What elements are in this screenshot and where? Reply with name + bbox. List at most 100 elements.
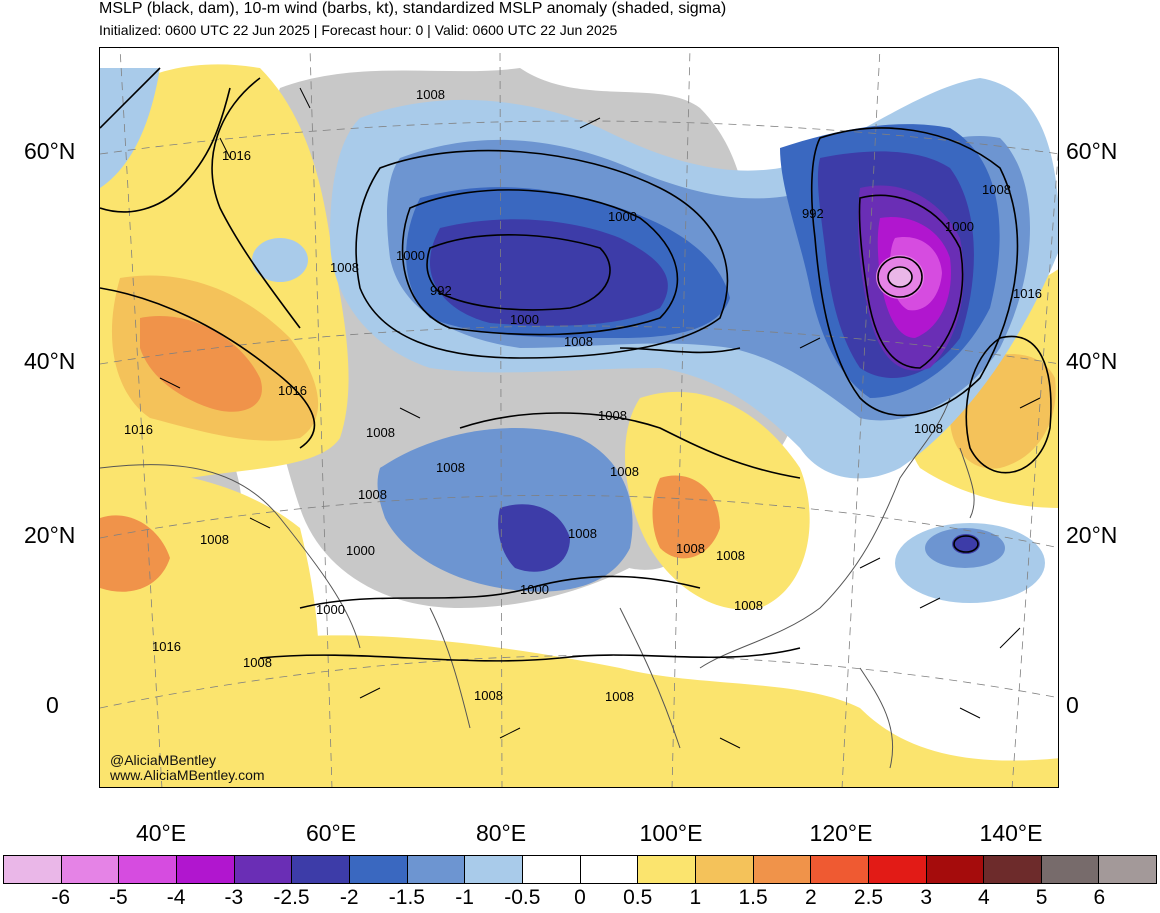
contour-label: 1000 [510, 312, 539, 327]
lon-label: 40°E [135, 820, 187, 846]
lat-label-right: 60°N [1066, 138, 1118, 164]
coastlines [100, 397, 975, 769]
lon-label: 100°E [639, 820, 703, 846]
contour-label: 1008 [243, 655, 272, 670]
colorbar-segment [753, 856, 812, 883]
contour-label: 1000 [945, 219, 974, 234]
colorbar-label: -5 [109, 886, 128, 909]
contour-label: 1008 [734, 598, 763, 613]
colorbar [3, 855, 1157, 884]
negative-anomaly-area [952, 534, 980, 554]
colorbar-segment [638, 856, 696, 883]
colorbar-segment [695, 856, 754, 883]
lat-label-right: 0 [1066, 692, 1079, 718]
isobars [100, 67, 1052, 662]
orange-anomaly-area [652, 475, 720, 559]
contour-label: 1008 [436, 460, 465, 475]
wind-barbs [159, 87, 1041, 749]
colorbar-segment [349, 856, 408, 883]
colorbar-segment [465, 856, 523, 883]
contour-label: 1008 [568, 526, 597, 541]
lat-label-left: 0 [46, 692, 59, 718]
contour-label: 1008 [564, 334, 593, 349]
lon-label: 60°E [305, 820, 357, 846]
contour-label: 992 [430, 283, 452, 298]
colorbar-segment [868, 856, 927, 883]
colorbar-label: 2.5 [853, 886, 884, 909]
contour-label: 1008 [598, 408, 627, 423]
negative-anomaly-area [498, 504, 570, 572]
lat-label-left: 60°N [24, 138, 76, 164]
colorbar-segment [61, 856, 120, 883]
colorbar-segment [176, 856, 235, 883]
contour-label: 1008 [474, 688, 503, 703]
credit-handle: @AliciaMBentley [110, 752, 217, 768]
contour-label: 1008 [982, 182, 1011, 197]
lon-label: 120°E [809, 820, 873, 846]
contour-label: 1008 [610, 464, 639, 479]
contour-label: 1000 [346, 543, 375, 558]
contour-label: 1000 [396, 248, 425, 263]
lon-label: 140°E [979, 820, 1043, 846]
colorbar-segment [4, 856, 62, 883]
anomaly-minimum [889, 267, 911, 287]
colorbar-label: -3 [224, 886, 244, 909]
contour-label: 1000 [316, 602, 345, 617]
colorbar-segment [580, 856, 639, 883]
anomaly-map: 1008 1016 1000 992 1008 1000 1016 1008 1… [100, 48, 1058, 787]
colorbar-label: -6 [51, 886, 71, 909]
lon-label: 80°E [475, 820, 527, 846]
colorbar-label: -2.5 [273, 886, 310, 909]
colorbar-label: 1.5 [738, 886, 768, 909]
colorbar-segment [811, 856, 869, 883]
contour-label: 1008 [605, 689, 634, 704]
colorbar-label: 4 [978, 886, 990, 909]
colorbar-label: 0 [574, 886, 586, 909]
colorbar-label: 0.5 [623, 886, 653, 909]
contour-label: 1008 [366, 425, 395, 440]
colorbar-label: -0.5 [504, 886, 541, 909]
figure-title: MSLP (black, dam), 10-m wind (barbs, kt)… [99, 0, 727, 17]
colorbar-label: -1.5 [388, 886, 425, 909]
lat-label-left: 20°N [24, 522, 76, 548]
contour-label: 1008 [200, 532, 229, 547]
colorbar-label: 6 [1093, 886, 1106, 909]
contour-label: 1008 [330, 260, 359, 275]
contour-label: 1016 [278, 383, 307, 398]
contour-label: 1000 [608, 209, 637, 224]
negative-anomaly-area [430, 219, 668, 326]
colorbar-segment [234, 856, 293, 883]
colorbar-segment [1099, 856, 1157, 883]
contour-label: 1008 [358, 487, 387, 502]
contour-label: 1008 [716, 548, 745, 563]
credit-website: www.AliciaMBentley.com [110, 767, 265, 783]
negative-anomaly-area [252, 238, 308, 282]
colorbar-segment [292, 856, 350, 883]
contour-label: 1000 [520, 582, 549, 597]
contour-label: 1016 [1013, 286, 1042, 301]
figure-subtitle: Initialized: 0600 UTC 22 Jun 2025 | Fore… [99, 22, 618, 38]
colorbar-label: -2 [339, 886, 359, 909]
contour-labels: 1008 1016 1000 992 1008 1000 1016 1008 1… [124, 87, 1042, 704]
colorbar-label: 5 [1035, 886, 1048, 909]
contour-label: 1016 [222, 148, 251, 163]
colorbar-label: -4 [166, 886, 186, 909]
lat-label-right: 40°N [1066, 348, 1118, 374]
colorbar-segment [984, 856, 1042, 883]
colorbar-label: 2 [804, 886, 817, 909]
lat-label-left: 40°N [24, 348, 76, 374]
colorbar-segment [1041, 856, 1100, 883]
contour-label: 1008 [416, 87, 445, 102]
negative-anomaly-area [100, 68, 160, 188]
positive-anomaly-area [254, 635, 1058, 787]
orange-anomaly-area [140, 316, 262, 412]
contour-label: 992 [802, 206, 824, 221]
map-panel: 1008 1016 1000 992 1008 1000 1016 1008 1… [99, 47, 1059, 788]
colorbar-label: 3 [920, 886, 933, 909]
colorbar-segment [522, 856, 581, 883]
contour-label: 1008 [914, 421, 943, 436]
colorbar-label: -1 [455, 886, 474, 909]
colorbar-segment [926, 856, 985, 883]
colorbar-label: 1 [689, 886, 702, 909]
contour-label: 1016 [152, 639, 181, 654]
